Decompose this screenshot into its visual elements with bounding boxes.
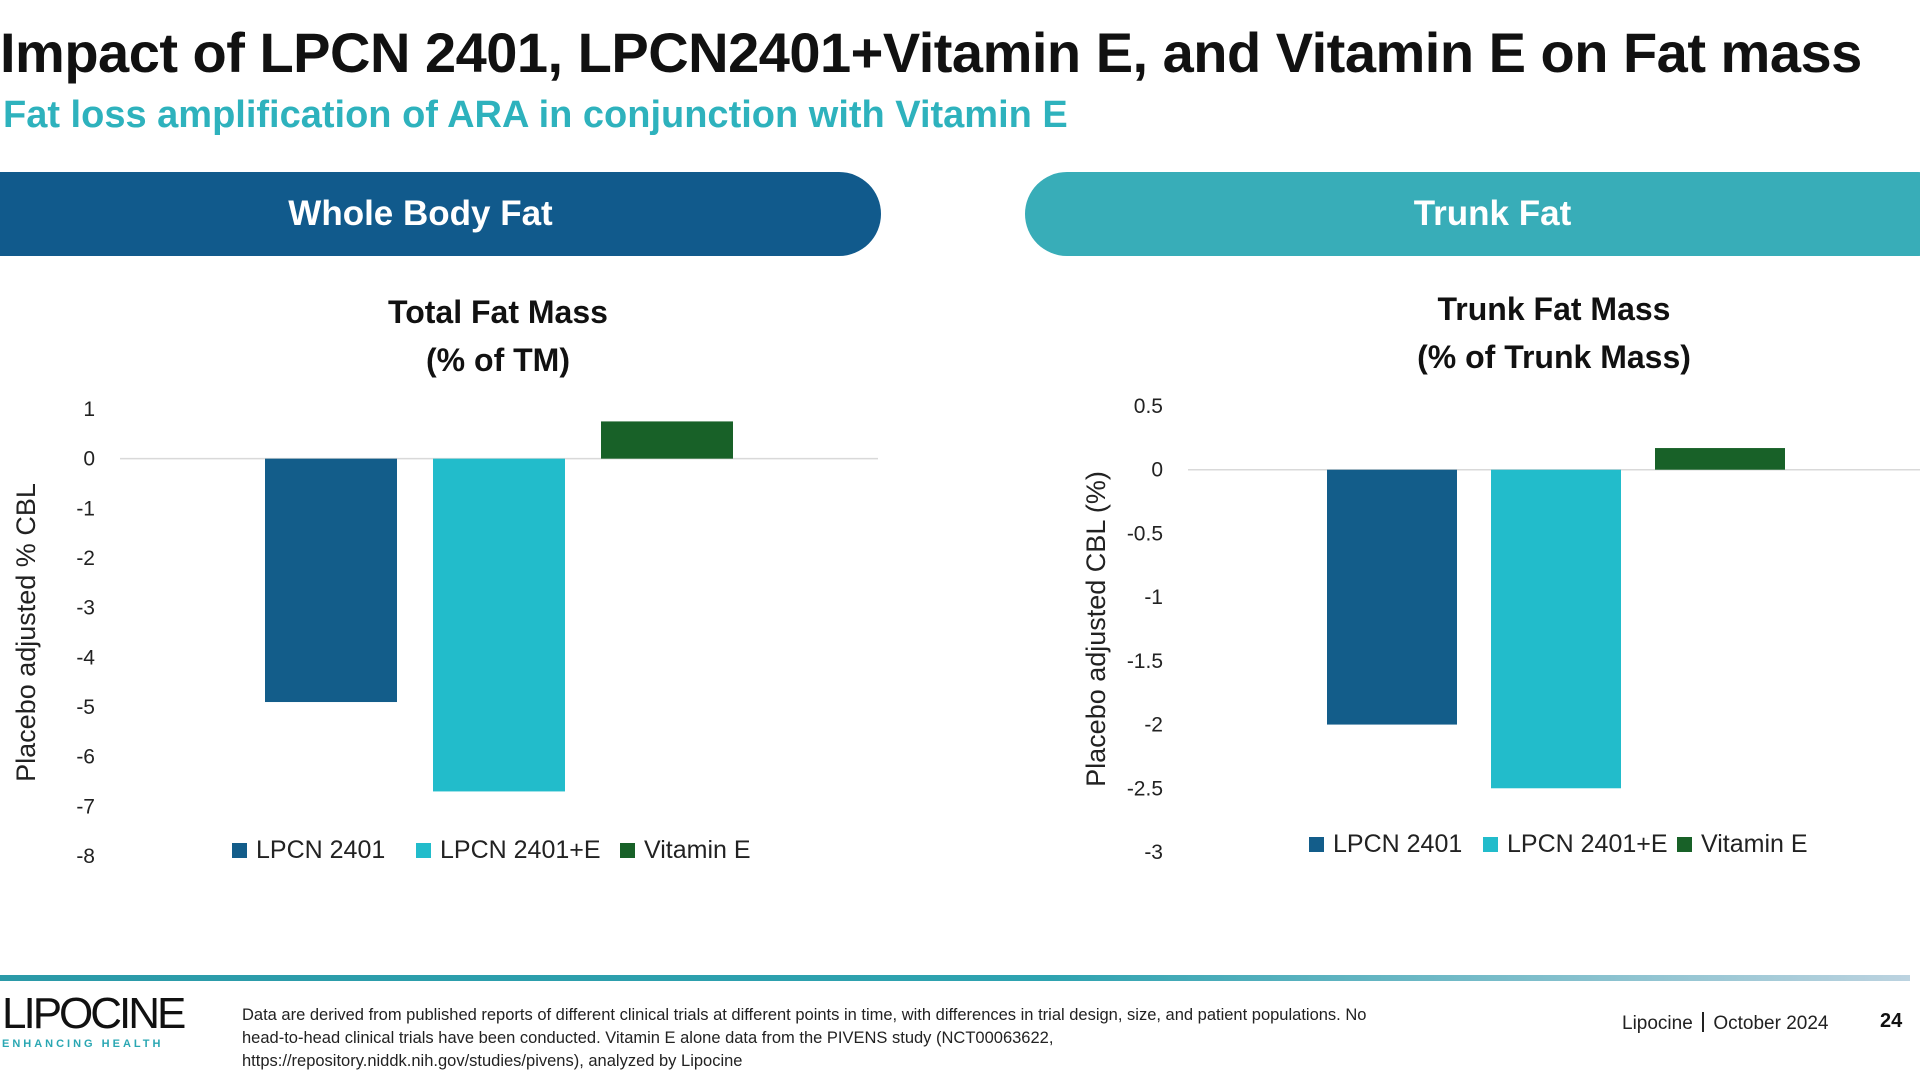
footnote: Data are derived from published reports …	[242, 1004, 1562, 1073]
logo-tagline: ENHANCING HEALTH	[2, 1038, 164, 1050]
total-fat-bar-2	[433, 458, 565, 792]
total-fat-mass-chart: Total Fat Mass (% of TM) 1 0 -1 -2 -3 -4 -5 -6 -7 -…	[11, 294, 878, 868]
total-fat-ytick-label: -5	[76, 696, 95, 719]
trunk-fat-legend-label-3: Vitamin E	[1701, 830, 1808, 858]
total-fat-ytick-label: 1	[83, 398, 95, 421]
trunk-fat-ytick-label: -2.5	[1127, 777, 1163, 800]
company-name: Lipocine	[1622, 1013, 1693, 1034]
trunk-fat-ytick-label: -3	[1144, 841, 1163, 864]
total-fat-title: Total Fat Mass	[388, 294, 608, 330]
footnote-line-1: Data are derived from published reports …	[242, 1006, 1367, 1024]
logo-wordmark: LIPOCINE	[2, 989, 186, 1038]
total-fat-ytick-label: -2	[76, 547, 95, 570]
company-date: Lipocine October 2024	[1622, 1012, 1828, 1035]
total-fat-ylabel: Placebo adjusted % CBL	[11, 483, 41, 782]
total-fat-bar-1	[265, 458, 397, 703]
trunk-fat-ytick-label: -1.5	[1127, 650, 1163, 673]
slide-title: Impact of LPCN 2401, LPCN2401+Vitamin E,…	[0, 21, 1862, 84]
trunk-fat-legend-swatch-1	[1309, 837, 1324, 852]
total-fat-ytick-label: -1	[76, 497, 95, 520]
slide-subtitle: Fat loss amplification of ARA in conjunc…	[3, 94, 1068, 136]
total-fat-ytick-label: -3	[76, 597, 95, 620]
presentation-date: October 2024	[1713, 1013, 1829, 1034]
trunk-fat-ytick-label: -1	[1144, 586, 1163, 609]
total-fat-ytick-label: -7	[76, 795, 95, 818]
total-fat-legend-swatch-1	[232, 843, 247, 858]
total-fat-title-line-2: (% of TM)	[426, 342, 570, 378]
total-fat-legend-label-3: Vitamin E	[644, 836, 751, 864]
trunk-fat-ytick-label: 0.5	[1134, 395, 1163, 418]
page-number: 24	[1880, 1010, 1903, 1032]
whole-body-fat-label: Whole Body Fat	[288, 194, 553, 233]
footer-divider	[0, 975, 1910, 981]
trunk-fat-bar-2	[1491, 469, 1621, 789]
trunk-fat-label: Trunk Fat	[1413, 194, 1572, 233]
trunk-fat-legend-label-2: LPCN 2401+E	[1507, 830, 1668, 858]
trunk-fat-banner: Trunk Fat	[1025, 172, 1920, 256]
lipocine-logo: LIPOCINE ENHANCING HEALTH	[2, 989, 187, 1051]
total-fat-ytick-label: -8	[76, 845, 95, 868]
total-fat-legend-label-1: LPCN 2401	[256, 836, 385, 864]
total-fat-legend-swatch-2	[416, 843, 431, 858]
trunk-fat-ytick-label: -2	[1144, 714, 1163, 737]
trunk-fat-ytick-label: -0.5	[1127, 522, 1163, 545]
trunk-fat-ytick-label: 0	[1151, 459, 1163, 482]
total-fat-legend-swatch-3	[620, 843, 635, 858]
total-fat-ytick-label: -4	[76, 646, 95, 669]
total-fat-bar-3	[601, 421, 733, 459]
trunk-fat-bar-1	[1327, 469, 1457, 725]
trunk-fat-title-line-2: (% of Trunk Mass)	[1417, 339, 1691, 375]
trunk-fat-legend-label-1: LPCN 2401	[1333, 830, 1462, 858]
total-fat-legend-label-2: LPCN 2401+E	[440, 836, 601, 864]
date-separator	[1702, 1012, 1705, 1032]
total-fat-ytick-label: 0	[83, 448, 95, 471]
trunk-fat-legend-swatch-2	[1483, 837, 1498, 852]
footnote-line-2: head-to-head clinical trials have been c…	[242, 1029, 1054, 1047]
whole-body-fat-banner: Whole Body Fat	[0, 172, 881, 256]
total-fat-ytick-label: -6	[76, 746, 95, 769]
trunk-fat-mass-chart: Trunk Fat Mass (% of Trunk Mass) 0.5 0 -0.5 -…	[1081, 291, 1920, 864]
trunk-fat-ylabel: Placebo adjusted CBL (%)	[1081, 471, 1111, 787]
trunk-fat-bar-3	[1655, 448, 1785, 470]
trunk-fat-legend-swatch-3	[1677, 837, 1692, 852]
footnote-line-3: https://repository.niddk.nih.gov/studies…	[242, 1052, 743, 1070]
trunk-fat-title: Trunk Fat Mass	[1438, 291, 1671, 327]
